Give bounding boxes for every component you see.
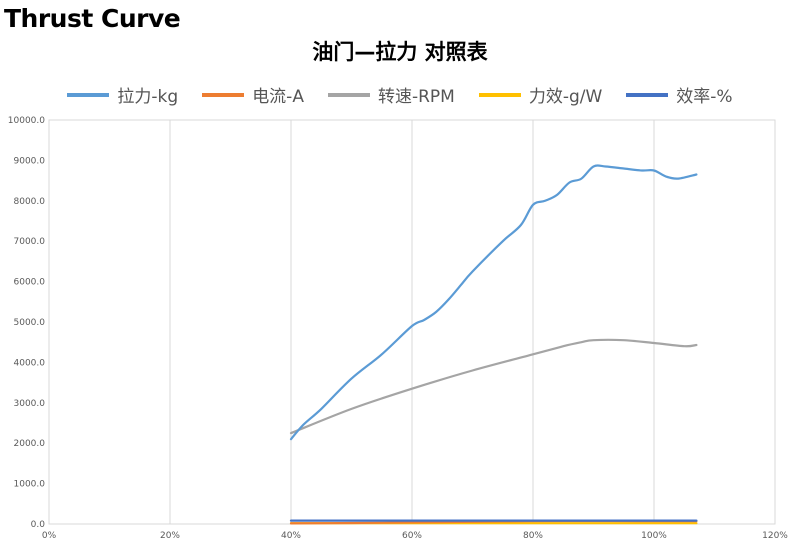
legend-item: 效率-% [626, 82, 733, 107]
y-tick-label: 1000.0 [14, 480, 46, 490]
legend-label: 拉力-kg [117, 87, 179, 107]
page-heading: Thrust Curve [4, 4, 181, 33]
y-tick-label: 0.0 [31, 520, 46, 530]
series-line-2 [289, 338, 698, 435]
x-tick-label: 120% [762, 531, 788, 541]
legend-label: 效率-% [676, 87, 733, 107]
legend-label: 转速-RPM [377, 87, 455, 107]
chart-legend: 拉力-kg 电流-A 转速-RPM 力效-g/W 效率-% [0, 82, 800, 107]
legend-item: 电流-A [202, 82, 304, 107]
legend-item: 转速-RPM [327, 82, 455, 107]
x-tick-label: 80% [523, 531, 543, 541]
series-line-0 [289, 164, 698, 441]
y-tick-label: 8000.0 [14, 197, 46, 207]
y-tick-label: 9000.0 [14, 156, 46, 166]
x-tick-label: 60% [402, 531, 422, 541]
legend-item: 拉力-kg [67, 82, 178, 107]
x-tick-label: 40% [281, 531, 301, 541]
legend-label: 电流-A [252, 87, 304, 107]
legend-swatch [626, 92, 669, 97]
legend-swatch [202, 92, 245, 97]
y-tick-label: 7000.0 [14, 237, 46, 247]
y-tick-label: 5000.0 [14, 318, 46, 328]
legend-item: 力效-g/W [478, 82, 603, 107]
y-tick-label: 6000.0 [14, 278, 46, 288]
y-tick-label: 10000.0 [8, 116, 45, 126]
y-tick-label: 3000.0 [14, 399, 46, 409]
legend-label: 力效-g/W [528, 87, 603, 107]
x-tick-label: 20% [160, 531, 180, 541]
chart-title: 油门—拉力 对照表 [312, 40, 488, 64]
legend-swatch [67, 92, 110, 97]
x-tick-label: 100% [641, 531, 667, 541]
legend-swatch [478, 92, 521, 97]
y-tick-label: 2000.0 [14, 439, 46, 449]
x-tick-label: 0% [42, 531, 57, 541]
legend-swatch [327, 92, 370, 97]
y-tick-label: 4000.0 [14, 358, 46, 368]
